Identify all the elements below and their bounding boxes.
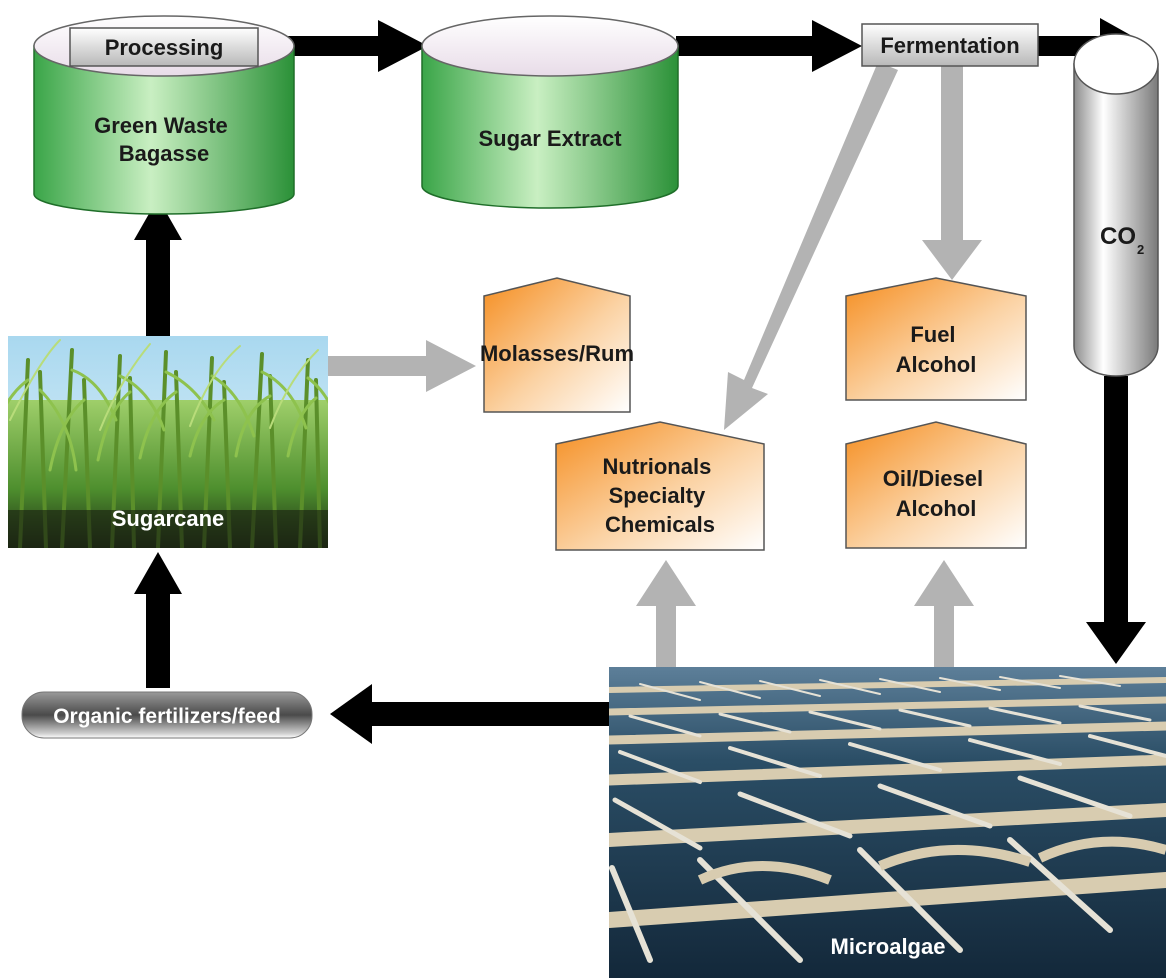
processing-box: Processing bbox=[69, 27, 259, 67]
sugar-extract-cylinder: Sugar Extract bbox=[421, 15, 679, 209]
microalgae-ponds-photo: Microalgae bbox=[609, 667, 1166, 978]
fuel-alcohol-label-line2: Alcohol bbox=[896, 352, 977, 377]
arrow-sugar-extract-to-fermentation bbox=[676, 20, 862, 72]
fermentation-box: Fermentation bbox=[861, 23, 1039, 67]
arrow-sugarcane-to-green-waste bbox=[134, 198, 182, 336]
product-fuel-alcohol: Fuel Alcohol bbox=[845, 277, 1027, 401]
sugar-extract-label: Sugar Extract bbox=[478, 126, 622, 151]
arrow-microalgae-to-oil-diesel bbox=[914, 560, 974, 667]
arrow-fermentation-to-nutritionals bbox=[724, 62, 898, 430]
svg-text:Nutrionals Specialty: Nutrionals Specialty Chemicals bbox=[603, 454, 718, 537]
sugarcane-label: Sugarcane bbox=[112, 506, 225, 531]
processing-label: Processing bbox=[105, 35, 224, 60]
nutritionals-label-line3: Chemicals bbox=[605, 512, 715, 537]
oil-diesel-label-line1: Oil/Diesel bbox=[883, 466, 983, 491]
product-oil-diesel: Oil/Diesel Alcohol bbox=[845, 421, 1027, 549]
nutritionals-label-line1: Nutrionals bbox=[603, 454, 712, 479]
flow-arrows-gray bbox=[328, 62, 982, 667]
arrow-co2-to-microalgae bbox=[1086, 376, 1146, 664]
green-waste-label-line2: Bagasse bbox=[119, 141, 210, 166]
nutritionals-label-line2: Specialty bbox=[609, 483, 706, 508]
microalgae-label: Microalgae bbox=[831, 934, 946, 959]
product-nutritionals: Nutrionals Specialty Chemicals bbox=[555, 421, 765, 551]
arrow-fertilizer-to-sugarcane bbox=[134, 552, 182, 688]
fertilizer-label: Organic fertilizers/feed bbox=[53, 705, 281, 728]
molasses-label: Molasses/Rum bbox=[480, 341, 634, 366]
fertilizer-pill: Organic fertilizers/feed bbox=[21, 691, 313, 739]
oil-diesel-label-line2: Alcohol bbox=[896, 496, 977, 521]
co2-tank: CO 2 bbox=[1073, 33, 1159, 377]
fermentation-label: Fermentation bbox=[880, 33, 1019, 58]
sugarcane-photo: Sugarcane bbox=[8, 336, 328, 548]
svg-text:Oil/Diesel Alcohol: Oil/Diesel Alcohol bbox=[883, 466, 989, 521]
product-molasses: Molasses/Rum bbox=[480, 277, 634, 413]
arrow-fermentation-to-fuel-alcohol bbox=[922, 62, 982, 280]
co2-subscript: 2 bbox=[1137, 242, 1144, 257]
fuel-alcohol-label-line1: Fuel bbox=[910, 322, 955, 347]
arrow-microalgae-to-fertilizer bbox=[330, 684, 609, 744]
arrow-microalgae-to-nutritionals bbox=[636, 560, 696, 667]
arrow-processing-to-sugar-extract bbox=[258, 20, 428, 72]
svg-text:Fuel Alcohol: Fuel Alcohol bbox=[896, 322, 977, 377]
co2-label: CO bbox=[1100, 223, 1136, 250]
green-waste-label-line1: Green Waste bbox=[94, 113, 228, 138]
svg-text:Green Waste Bagasse: Green Waste Bagasse bbox=[94, 113, 234, 166]
arrow-sugarcane-to-molasses bbox=[328, 340, 476, 392]
